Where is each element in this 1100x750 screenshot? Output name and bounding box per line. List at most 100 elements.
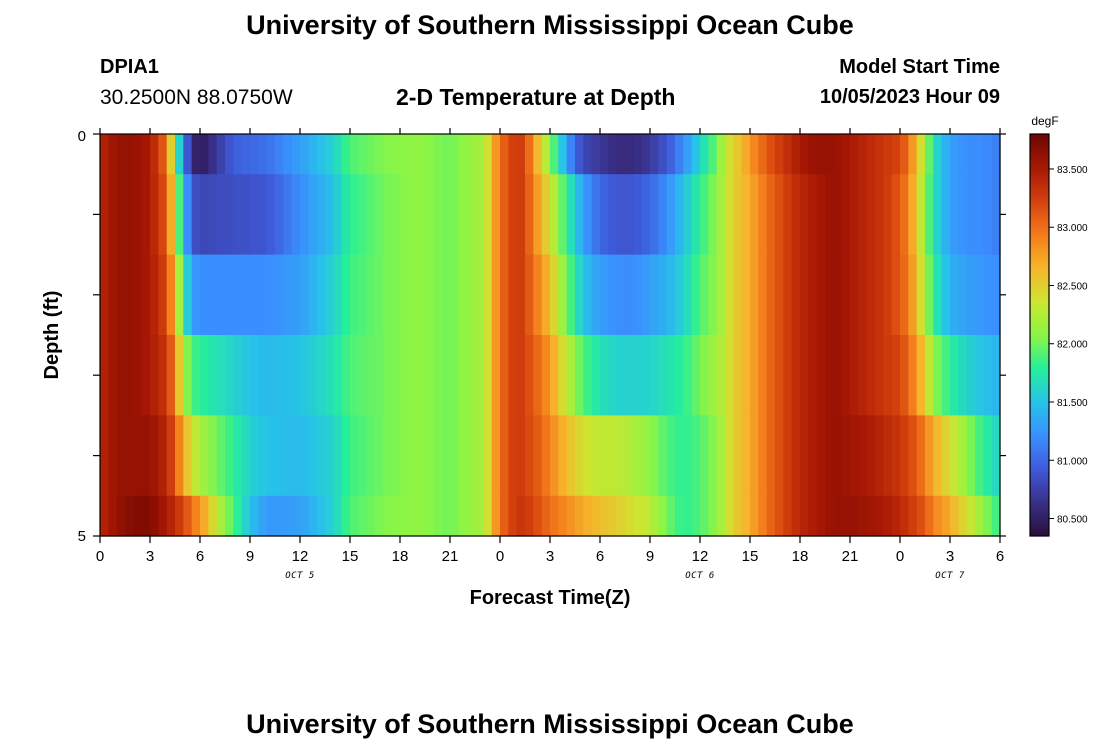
heatmap-cell bbox=[708, 174, 718, 256]
colorbar-tick-label: 81.000 bbox=[1057, 456, 1088, 467]
heatmap-cell bbox=[191, 174, 201, 256]
heatmap-cell bbox=[400, 254, 409, 336]
heatmap-cell bbox=[450, 335, 459, 416]
heatmap-cell bbox=[500, 174, 509, 256]
heatmap-cell bbox=[975, 495, 984, 537]
heatmap-cell bbox=[750, 254, 759, 336]
heatmap-cell bbox=[325, 134, 334, 175]
heatmap-cell bbox=[733, 254, 743, 336]
heatmap-cell bbox=[341, 335, 351, 416]
heatmap-cell bbox=[933, 415, 943, 497]
heatmap-cell bbox=[358, 134, 368, 175]
heatmap-cell bbox=[900, 174, 909, 256]
heatmap-cell bbox=[783, 335, 793, 416]
heatmap-cell bbox=[550, 335, 559, 416]
heatmap-cell bbox=[316, 254, 326, 336]
heatmap-cell bbox=[283, 134, 293, 175]
heatmap-cell bbox=[466, 415, 476, 497]
heatmap-cell bbox=[775, 335, 784, 416]
heatmap-cell bbox=[333, 495, 343, 537]
heatmap-cell bbox=[316, 174, 326, 256]
heatmap-cell bbox=[975, 415, 984, 497]
heatmap-cell bbox=[508, 254, 518, 336]
heatmap-cell bbox=[891, 335, 901, 416]
heatmap-cell bbox=[775, 134, 784, 175]
heatmap-cell bbox=[241, 335, 251, 416]
heatmap-cell bbox=[708, 134, 718, 175]
heatmap-cell bbox=[483, 495, 493, 537]
plot-title: 2-D Temperature at Depth bbox=[396, 84, 676, 110]
heatmap-cell bbox=[341, 415, 351, 497]
heatmap-cell bbox=[250, 254, 259, 336]
heatmap-cell bbox=[625, 495, 634, 537]
heatmap-cell bbox=[641, 254, 651, 336]
heatmap-cell bbox=[741, 495, 751, 537]
heatmap-cell bbox=[716, 254, 726, 336]
heatmap-cell bbox=[741, 174, 751, 256]
heatmap-cell bbox=[950, 335, 959, 416]
heatmap-cell bbox=[266, 174, 276, 256]
heatmap-cell bbox=[716, 174, 726, 256]
heatmap-cell bbox=[983, 335, 993, 416]
heatmap-cell bbox=[266, 335, 276, 416]
heatmap-cell bbox=[300, 134, 309, 175]
heatmap-cell bbox=[375, 495, 384, 537]
heatmap-cell bbox=[100, 495, 109, 537]
heatmap-cell bbox=[691, 495, 701, 537]
heatmap-cell bbox=[325, 254, 334, 336]
heatmap-cell bbox=[216, 495, 226, 537]
heatmap-cell bbox=[875, 415, 884, 497]
heatmap-cell bbox=[208, 415, 218, 497]
heatmap-cell bbox=[108, 254, 118, 336]
heatmap-cell bbox=[725, 134, 734, 175]
heatmap-cell bbox=[291, 415, 301, 497]
heatmap-cell bbox=[500, 134, 509, 175]
heatmap-cell bbox=[641, 335, 651, 416]
heatmap-cell bbox=[366, 134, 376, 175]
heatmap-cell bbox=[358, 415, 368, 497]
heatmap-cell bbox=[708, 254, 718, 336]
heatmap-cell bbox=[741, 254, 751, 336]
heatmap-cell bbox=[558, 335, 568, 416]
heatmap-cell bbox=[350, 134, 359, 175]
x-tick-label: 3 bbox=[546, 548, 554, 565]
heatmap-cell bbox=[725, 174, 734, 256]
heatmap-cell bbox=[625, 254, 634, 336]
heatmap-cell bbox=[650, 415, 659, 497]
heatmap-cell bbox=[150, 174, 159, 256]
heatmap-cell bbox=[908, 335, 918, 416]
heatmap-cell bbox=[200, 495, 209, 537]
heatmap-cell bbox=[866, 495, 876, 537]
heatmap-cell bbox=[725, 254, 734, 336]
heatmap-cell bbox=[716, 495, 726, 537]
heatmap-cell bbox=[908, 254, 918, 336]
heatmap-cell bbox=[691, 415, 701, 497]
heatmap-cell bbox=[691, 254, 701, 336]
heatmap-cell bbox=[733, 335, 743, 416]
heatmap-cell bbox=[533, 174, 543, 256]
heatmap-cell bbox=[825, 415, 834, 497]
heatmap-cell bbox=[675, 335, 684, 416]
heatmap-cell bbox=[700, 134, 709, 175]
heatmap-cell bbox=[575, 254, 584, 336]
heatmap-cell bbox=[175, 254, 184, 336]
heatmap-cell bbox=[450, 415, 459, 497]
heatmap-cell bbox=[475, 495, 484, 537]
heatmap-cell bbox=[658, 335, 668, 416]
heatmap-cell bbox=[841, 254, 851, 336]
heatmap-cell bbox=[441, 254, 451, 336]
heatmap-cell bbox=[441, 134, 451, 175]
heatmap-cell bbox=[250, 174, 259, 256]
heatmap-cell bbox=[325, 495, 334, 537]
heatmap-cell bbox=[333, 254, 343, 336]
heatmap-cell bbox=[916, 254, 926, 336]
station-id: DPIA1 bbox=[100, 56, 159, 78]
heatmap-cell bbox=[600, 254, 609, 336]
heatmap-cell bbox=[575, 495, 584, 537]
heatmap-cell bbox=[225, 134, 234, 175]
heatmap-cells bbox=[100, 134, 1001, 537]
heatmap-cell bbox=[116, 495, 126, 537]
heatmap-cell bbox=[391, 134, 401, 175]
heatmap-cell bbox=[508, 335, 518, 416]
heatmap-cell bbox=[400, 495, 409, 537]
